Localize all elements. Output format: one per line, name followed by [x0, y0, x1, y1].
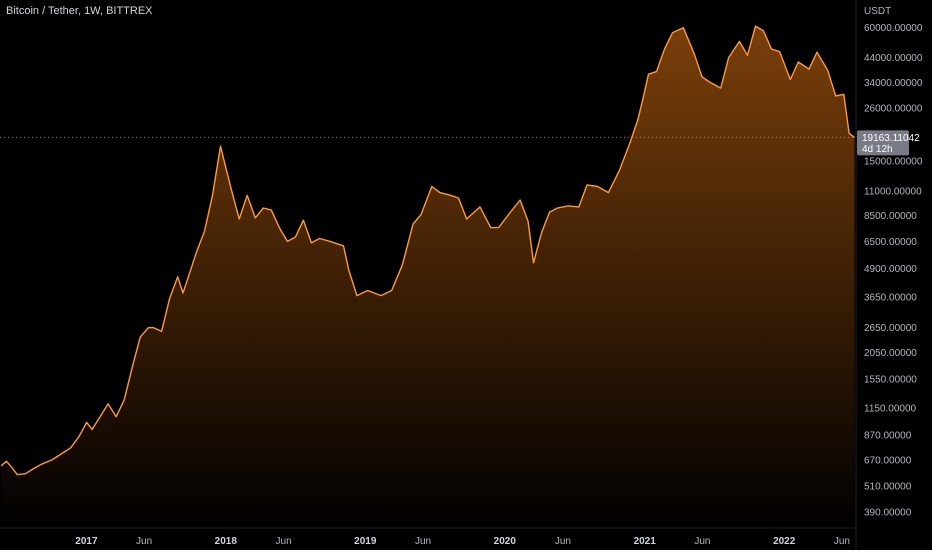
x-tick-label: 2017: [75, 536, 98, 547]
y-tick-label: 6500.00000: [864, 237, 917, 248]
price-line[interactable]: [0, 25, 855, 476]
y-tick-label: 60000.00000: [864, 23, 923, 34]
y-tick-label: 11000.00000: [864, 186, 922, 197]
x-tick-label: Jun: [694, 536, 710, 547]
x-tick-label: 2018: [215, 536, 238, 547]
y-tick-label: 4900.00000: [864, 264, 917, 275]
x-tick-label: 2022: [773, 536, 796, 547]
y-tick-label: 1150.00000: [864, 403, 917, 414]
x-tick-label: 2020: [494, 536, 517, 547]
y-tick-label: 870.00000: [864, 430, 912, 441]
y-tick-label: 26000.00000: [864, 104, 923, 115]
x-tick-label: Jun: [136, 536, 152, 547]
x-tick-label: 2021: [634, 536, 657, 547]
y-tick-label: 3650.00000: [864, 292, 917, 303]
x-tick-label: Jun: [834, 536, 850, 547]
chart-title: Bitcoin / Tether, 1W, BITTREX: [6, 5, 153, 17]
y-tick-label: 2050.00000: [864, 348, 917, 359]
x-tick-label: Jun: [415, 536, 431, 547]
y-tick-label: 1550.00000: [864, 375, 917, 386]
x-tick-label: Jun: [276, 536, 292, 547]
last-price-tag: [857, 130, 909, 156]
y-tick-label: 15000.00000: [864, 157, 923, 168]
y-tick-label: 34000.00000: [864, 78, 923, 89]
bar-countdown: 4d 12h: [862, 144, 893, 155]
y-tick-label: 8500.00000: [864, 211, 917, 222]
y-tick-label: 510.00000: [864, 482, 912, 493]
price-area-fill: [1, 26, 855, 528]
last-price-value: 19163.11042: [862, 133, 920, 144]
y-tick-label: 390.00000: [864, 507, 912, 518]
y-axis-unit-label: USDT: [864, 6, 891, 17]
y-tick-label: 44000.00000: [864, 53, 923, 64]
y-tick-label: 2650.00000: [864, 323, 917, 334]
y-tick-label: 670.00000: [864, 455, 912, 466]
x-tick-label: 2019: [354, 536, 377, 547]
x-tick-label: Jun: [555, 536, 571, 547]
